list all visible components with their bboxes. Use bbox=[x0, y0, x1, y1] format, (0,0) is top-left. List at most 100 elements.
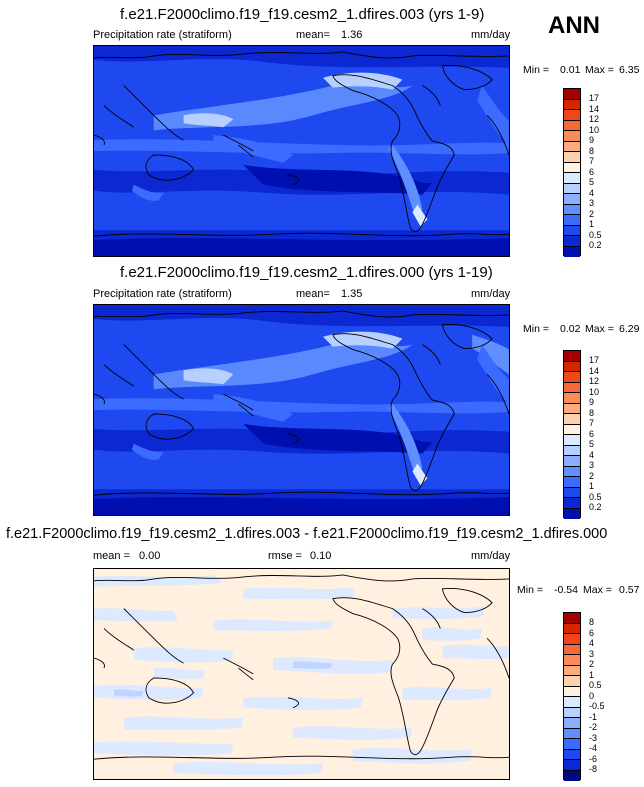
panel-1-min-value: 0.01 bbox=[560, 64, 581, 76]
panel-2-min-label: Min = bbox=[523, 323, 549, 335]
panel-1-coastlines bbox=[94, 51, 509, 237]
panel-3-map bbox=[93, 568, 510, 780]
panel-2-title: f.e21.F2000climo.f19_f19.cesm2_1.dfires.… bbox=[120, 264, 493, 281]
panel-1-colorbar-cell bbox=[564, 173, 580, 184]
panel-2-min-value: 0.02 bbox=[560, 323, 581, 335]
panel-2-colorbar-label: 1 bbox=[589, 481, 595, 491]
panel-2-colorbar-label: 8 bbox=[589, 407, 595, 418]
panel-3-colorbar-cell bbox=[564, 634, 580, 645]
panel-3-colorbar-cell bbox=[564, 707, 580, 718]
panel-2-colorbar-cell bbox=[564, 477, 580, 488]
panel-1-units: mm/day bbox=[471, 29, 511, 41]
panel-3-colorbar-cell bbox=[564, 749, 580, 760]
panel-2-colorbar-label: 12 bbox=[589, 376, 600, 386]
panel-3-mean-label: mean = bbox=[93, 550, 130, 562]
panel-2-colorbar-label: 6 bbox=[589, 428, 595, 439]
panel-3-mean-value: 0.00 bbox=[139, 550, 161, 562]
panel-1-variable-label: Precipitation rate (stratiform) bbox=[93, 29, 232, 41]
panel-3-colorbar-label: -8 bbox=[589, 764, 598, 774]
panel-2-map-field bbox=[94, 305, 509, 515]
panel-3-colorbar-label: 6 bbox=[589, 627, 595, 638]
panel-2-colorbar-cell bbox=[564, 382, 580, 393]
panel-1-colorbar-cell bbox=[564, 131, 580, 142]
panel-1-colorbar-label: 17 bbox=[589, 93, 600, 103]
panel-1-colorbar-cell bbox=[564, 89, 580, 100]
panel-3-colorbar-cell bbox=[564, 718, 580, 729]
panel-3-colorbar-label: 3 bbox=[589, 648, 595, 659]
panel-1-colorbar-label: 1 bbox=[589, 219, 595, 229]
panel-2-colorbar-cell bbox=[564, 435, 580, 446]
panel-1-colorbar-label: 0.5 bbox=[589, 229, 602, 240]
panel-1-colorbar-cell bbox=[564, 204, 580, 215]
panel-2-colorbar-cell bbox=[564, 414, 580, 425]
panel-1-min-label: Min = bbox=[523, 64, 549, 76]
panel-3-min-label: Min = bbox=[517, 584, 543, 596]
panel-2-colorbar-cell bbox=[564, 487, 580, 498]
panel-3-colorbar bbox=[563, 612, 581, 781]
panel-2-colorbar-label: 3 bbox=[589, 460, 595, 470]
panel-1-colorbar-label: 8 bbox=[589, 145, 595, 156]
panel-3-colorbar-cell bbox=[564, 613, 580, 624]
panel-1-map bbox=[93, 45, 510, 257]
panel-3-coastlines bbox=[94, 574, 509, 760]
panel-1-max-value: 6.35 bbox=[619, 64, 640, 76]
panel-3-colorbar-label: 8 bbox=[589, 617, 595, 627]
panel-1-colorbar-cell bbox=[564, 120, 580, 131]
panel-3-colorbar-label: -6 bbox=[589, 753, 598, 764]
panel-2-colorbar-label: 4 bbox=[589, 449, 595, 460]
panel-3-colorbar-label: 1 bbox=[589, 669, 595, 680]
panel-1-colorbar-cell bbox=[564, 194, 580, 205]
panel-3-colorbar-label: 0 bbox=[589, 690, 595, 701]
panel-2-colorbar-label: 17 bbox=[589, 355, 600, 365]
panel-2-mean-value: 1.35 bbox=[341, 288, 363, 300]
panel-2-units: mm/day bbox=[471, 288, 511, 300]
panel-3-colorbar-label: 2 bbox=[589, 659, 595, 669]
panel-2-colorbar-label: 10 bbox=[589, 386, 600, 397]
panel-2-colorbar-cell bbox=[564, 445, 580, 456]
panel-1-title: f.e21.F2000climo.f19_f19.cesm2_1.dfires.… bbox=[120, 6, 485, 23]
panel-3-colorbar-cell bbox=[564, 686, 580, 697]
panel-3-colorbar-label: 0.5 bbox=[589, 680, 602, 690]
panel-1-colorbar-label: 4 bbox=[589, 187, 595, 198]
panel-3-colorbar-cell bbox=[564, 655, 580, 666]
panel-3-colorbar-cell bbox=[564, 665, 580, 676]
panel-2-max-label: Max = bbox=[585, 323, 614, 335]
panel-3-rmse-value: 0.10 bbox=[310, 550, 332, 562]
panel-3-colorbar-cell bbox=[564, 697, 580, 708]
panel-1-map-field bbox=[94, 46, 509, 256]
season-label: ANN bbox=[548, 12, 600, 39]
panel-2-colorbar-cell bbox=[564, 424, 580, 435]
panel-2-colorbar-cell bbox=[564, 456, 580, 467]
panel-2-colorbar-cell bbox=[564, 498, 580, 509]
panel-3-colorbar-label: -0.5 bbox=[589, 701, 605, 711]
panel-1-colorbar-label: 10 bbox=[589, 124, 600, 135]
panel-3-colorbar-label: -1 bbox=[589, 711, 598, 722]
panel-2-colorbar-cell bbox=[564, 351, 580, 362]
panel-2-mean-label: mean= bbox=[296, 288, 330, 300]
panel-2-colorbar-label: 0.2 bbox=[589, 502, 602, 512]
panel-2-map bbox=[93, 304, 510, 516]
panel-3-min-value: -0.54 bbox=[554, 584, 578, 596]
panel-3-colorbar-cell bbox=[564, 623, 580, 634]
panel-3-rmse-label: rmse = bbox=[268, 550, 302, 562]
panel-2-colorbar-cell bbox=[564, 372, 580, 383]
panel-1-colorbar-label: 7 bbox=[589, 156, 595, 166]
panel-1-colorbar-label: 0.2 bbox=[589, 240, 602, 250]
panel-1-colorbar-cell bbox=[564, 141, 580, 152]
panel-1-colorbar-cell bbox=[564, 152, 580, 163]
panel-3-colorbar-cell bbox=[564, 728, 580, 739]
panel-3-map-field bbox=[94, 569, 509, 779]
panel-1-max-label: Max = bbox=[585, 64, 614, 76]
panel-2-colorbar-labels: 17 14 12 10 9 8 7 6 5 4 3 2 1 0.5 0.2 bbox=[589, 355, 619, 520]
panel-3-max-label: Max = bbox=[583, 584, 612, 596]
panel-1-colorbar-label: 2 bbox=[589, 208, 595, 219]
panel-1-colorbar-cell bbox=[564, 246, 580, 257]
panel-2-colorbar-label: 5 bbox=[589, 439, 595, 449]
panel-3-title: f.e21.F2000climo.f19_f19.cesm2_1.dfires.… bbox=[6, 526, 608, 542]
panel-2-max-value: 6.29 bbox=[619, 323, 640, 335]
panel-1-colorbar-cell bbox=[564, 110, 580, 121]
panel-2-colorbar bbox=[563, 350, 581, 519]
panel-3-colorbar-cell bbox=[564, 644, 580, 655]
panel-1-colorbar-label: 6 bbox=[589, 166, 595, 177]
panel-2-colorbar-cell bbox=[564, 393, 580, 404]
